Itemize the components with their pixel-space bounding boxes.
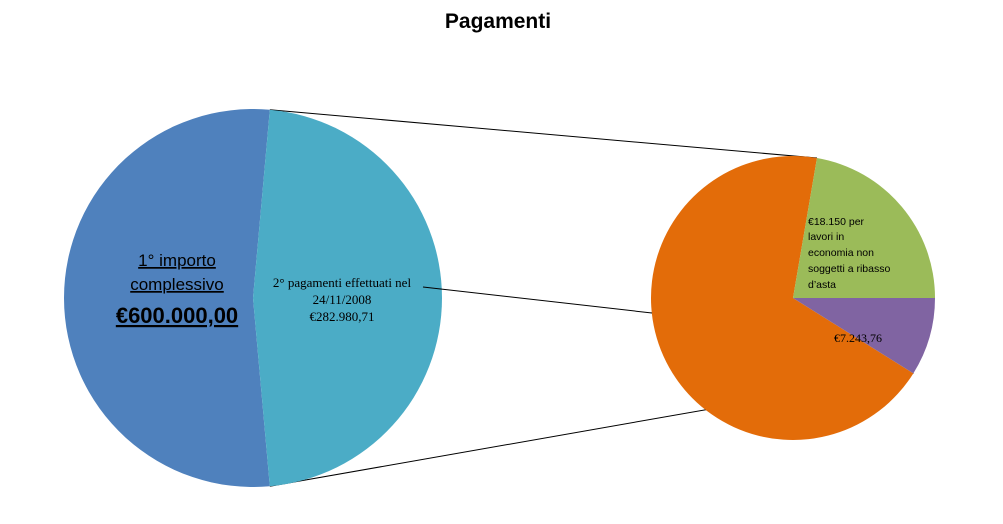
label-line: d’asta: [808, 279, 836, 291]
leader-line: [422, 286, 653, 314]
label-line: €600.000,00: [116, 303, 238, 328]
label-line: 2° pagamenti effettuati nel: [273, 275, 412, 290]
label-line: 1° importo: [138, 251, 216, 270]
data-label-sub-green: €18.150 per lavori in economia non sogge…: [808, 216, 890, 291]
main-pie: [63, 109, 442, 487]
sub-pie-slice-green[interactable]: [793, 158, 935, 298]
main-pie-slice-right[interactable]: [253, 109, 442, 487]
data-label-sub-purple: €7.243,76: [834, 331, 882, 345]
sub-pie-slice-orange[interactable]: [650, 156, 914, 441]
label-line: 24/11/2008: [313, 292, 372, 307]
data-label-main-right: 2° pagamenti effettuati nel 24/11/2008 €…: [273, 275, 412, 324]
sub-pie-slice-purple[interactable]: [793, 298, 935, 374]
label-line: complessivo: [130, 275, 224, 294]
label-line: €7.243,76: [834, 331, 882, 345]
sub-pie: [650, 156, 935, 441]
label-line: soggetti a ribasso: [808, 263, 890, 275]
main-pie-slice-left[interactable]: [63, 109, 270, 487]
chart-title: Pagamenti: [445, 10, 551, 33]
label-line: lavori in: [808, 231, 844, 243]
label-line: €18.150 per: [808, 216, 865, 228]
data-label-main-left: 1° importo complessivo €600.000,00: [116, 251, 238, 328]
connector-line-top: [269, 109, 818, 159]
label-line: economia non: [808, 247, 874, 259]
label-line: €282.980,71: [310, 309, 375, 324]
